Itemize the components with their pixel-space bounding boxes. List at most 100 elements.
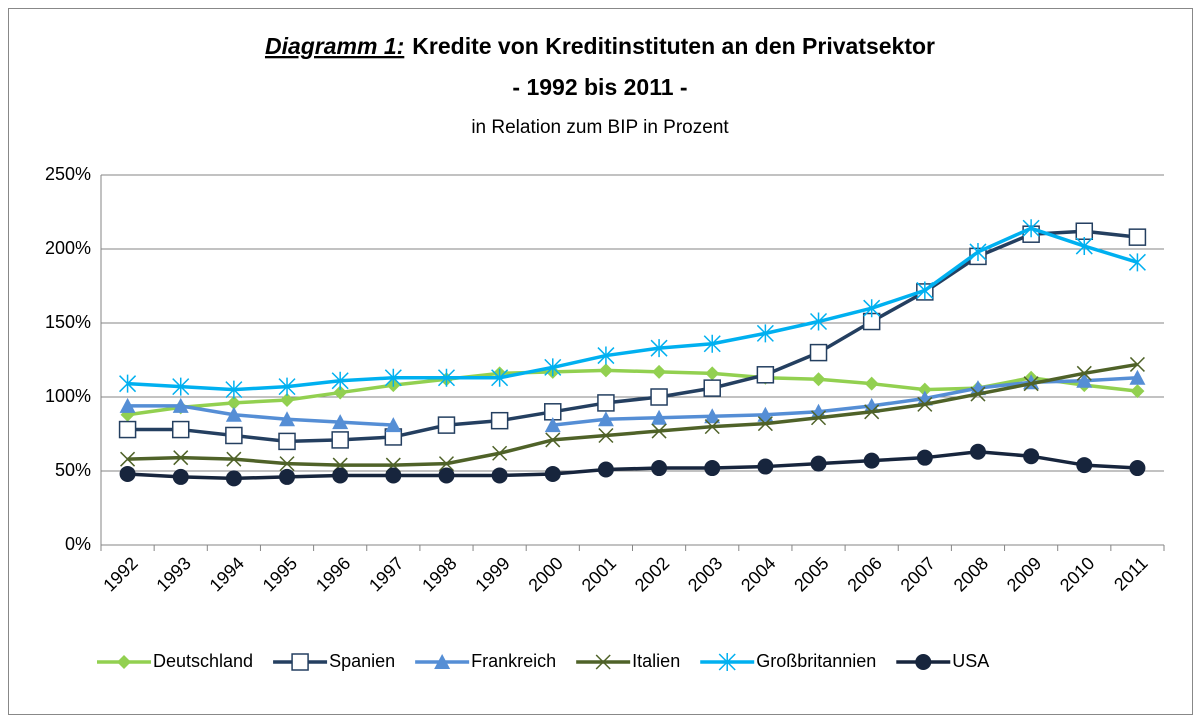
marker (1075, 222, 1094, 240)
legend-marker (291, 653, 309, 671)
marker (1129, 356, 1145, 372)
marker (225, 406, 242, 422)
marker (703, 379, 721, 397)
marker (863, 299, 881, 318)
marker (810, 455, 827, 472)
marker (225, 470, 242, 487)
marker (1128, 228, 1147, 246)
marker (597, 394, 615, 412)
marker (810, 410, 827, 426)
marker (864, 376, 879, 391)
marker (917, 396, 933, 412)
series-line (127, 362, 1138, 467)
legend-label: Italien (632, 651, 680, 671)
legend-label: Spanien (329, 651, 395, 671)
marker (173, 450, 189, 466)
marker (119, 374, 137, 393)
legend-label: Frankreich (471, 651, 556, 671)
marker (1129, 460, 1146, 477)
marker (704, 408, 721, 424)
marker (280, 392, 295, 407)
legend-marker (595, 654, 611, 670)
marker (226, 395, 241, 410)
legend-marker (915, 654, 932, 670)
marker (331, 431, 349, 449)
marker (172, 377, 190, 396)
y-tick-label: 100% (45, 386, 91, 406)
marker (970, 386, 986, 402)
title-prefix: Diagramm 1: (265, 33, 404, 59)
marker (279, 468, 296, 485)
marker (757, 416, 773, 432)
marker (438, 456, 455, 472)
legend-marker (117, 655, 131, 669)
marker (544, 417, 561, 433)
marker (916, 390, 933, 406)
marker (491, 467, 508, 484)
marker (969, 443, 986, 460)
marker (1129, 369, 1146, 385)
series (119, 443, 1146, 487)
chart-description: in Relation zum BIP in Prozent (471, 117, 729, 138)
marker (279, 411, 296, 427)
y-tick-label: 0% (65, 534, 91, 554)
marker (118, 420, 137, 439)
marker (225, 380, 243, 399)
marker (490, 411, 509, 430)
marker (864, 404, 880, 420)
marker (651, 423, 667, 439)
chart-title: Diagramm 1: Kredite von Kreditinstituten … (265, 33, 935, 59)
marker (332, 414, 349, 430)
series (119, 219, 1146, 399)
marker (171, 420, 190, 439)
chart-subtitle: - 1992 bis 2011 - (512, 74, 687, 100)
marker (544, 358, 562, 377)
marker (652, 364, 667, 379)
marker (437, 416, 456, 434)
marker (650, 388, 668, 406)
marker (809, 343, 828, 362)
marker (969, 380, 986, 396)
marker (225, 426, 243, 445)
marker (279, 456, 295, 472)
marker (651, 460, 668, 477)
marker (969, 242, 987, 261)
marker (757, 406, 774, 422)
marker (544, 465, 561, 482)
marker (1130, 384, 1145, 399)
marker (598, 427, 614, 444)
marker (278, 377, 296, 396)
marker (119, 397, 136, 413)
marker (598, 363, 613, 378)
marker (597, 461, 614, 478)
legend-label: USA (952, 651, 989, 671)
marker (863, 452, 880, 469)
marker (809, 312, 828, 331)
marker (810, 403, 827, 419)
marker (704, 419, 720, 435)
series-line (127, 226, 1138, 392)
marker (916, 449, 933, 466)
marker (597, 346, 615, 365)
marker (1075, 237, 1093, 256)
marker (172, 468, 189, 485)
marker (1023, 376, 1039, 392)
marker (385, 467, 402, 484)
marker (1023, 448, 1040, 465)
marker (1076, 372, 1093, 388)
marker (120, 451, 136, 467)
marker (333, 385, 348, 400)
title-main: Kredite von Kreditinstituten an den Priv… (412, 33, 935, 59)
series-line (127, 450, 1138, 481)
marker (756, 324, 774, 343)
legend-marker (434, 654, 451, 669)
marker (278, 432, 296, 451)
legend-marker (718, 653, 736, 671)
y-tick-label: 250% (45, 164, 91, 184)
marker (1022, 219, 1040, 238)
marker (811, 372, 826, 387)
marker (545, 432, 561, 448)
y-tick-label: 50% (55, 460, 91, 480)
